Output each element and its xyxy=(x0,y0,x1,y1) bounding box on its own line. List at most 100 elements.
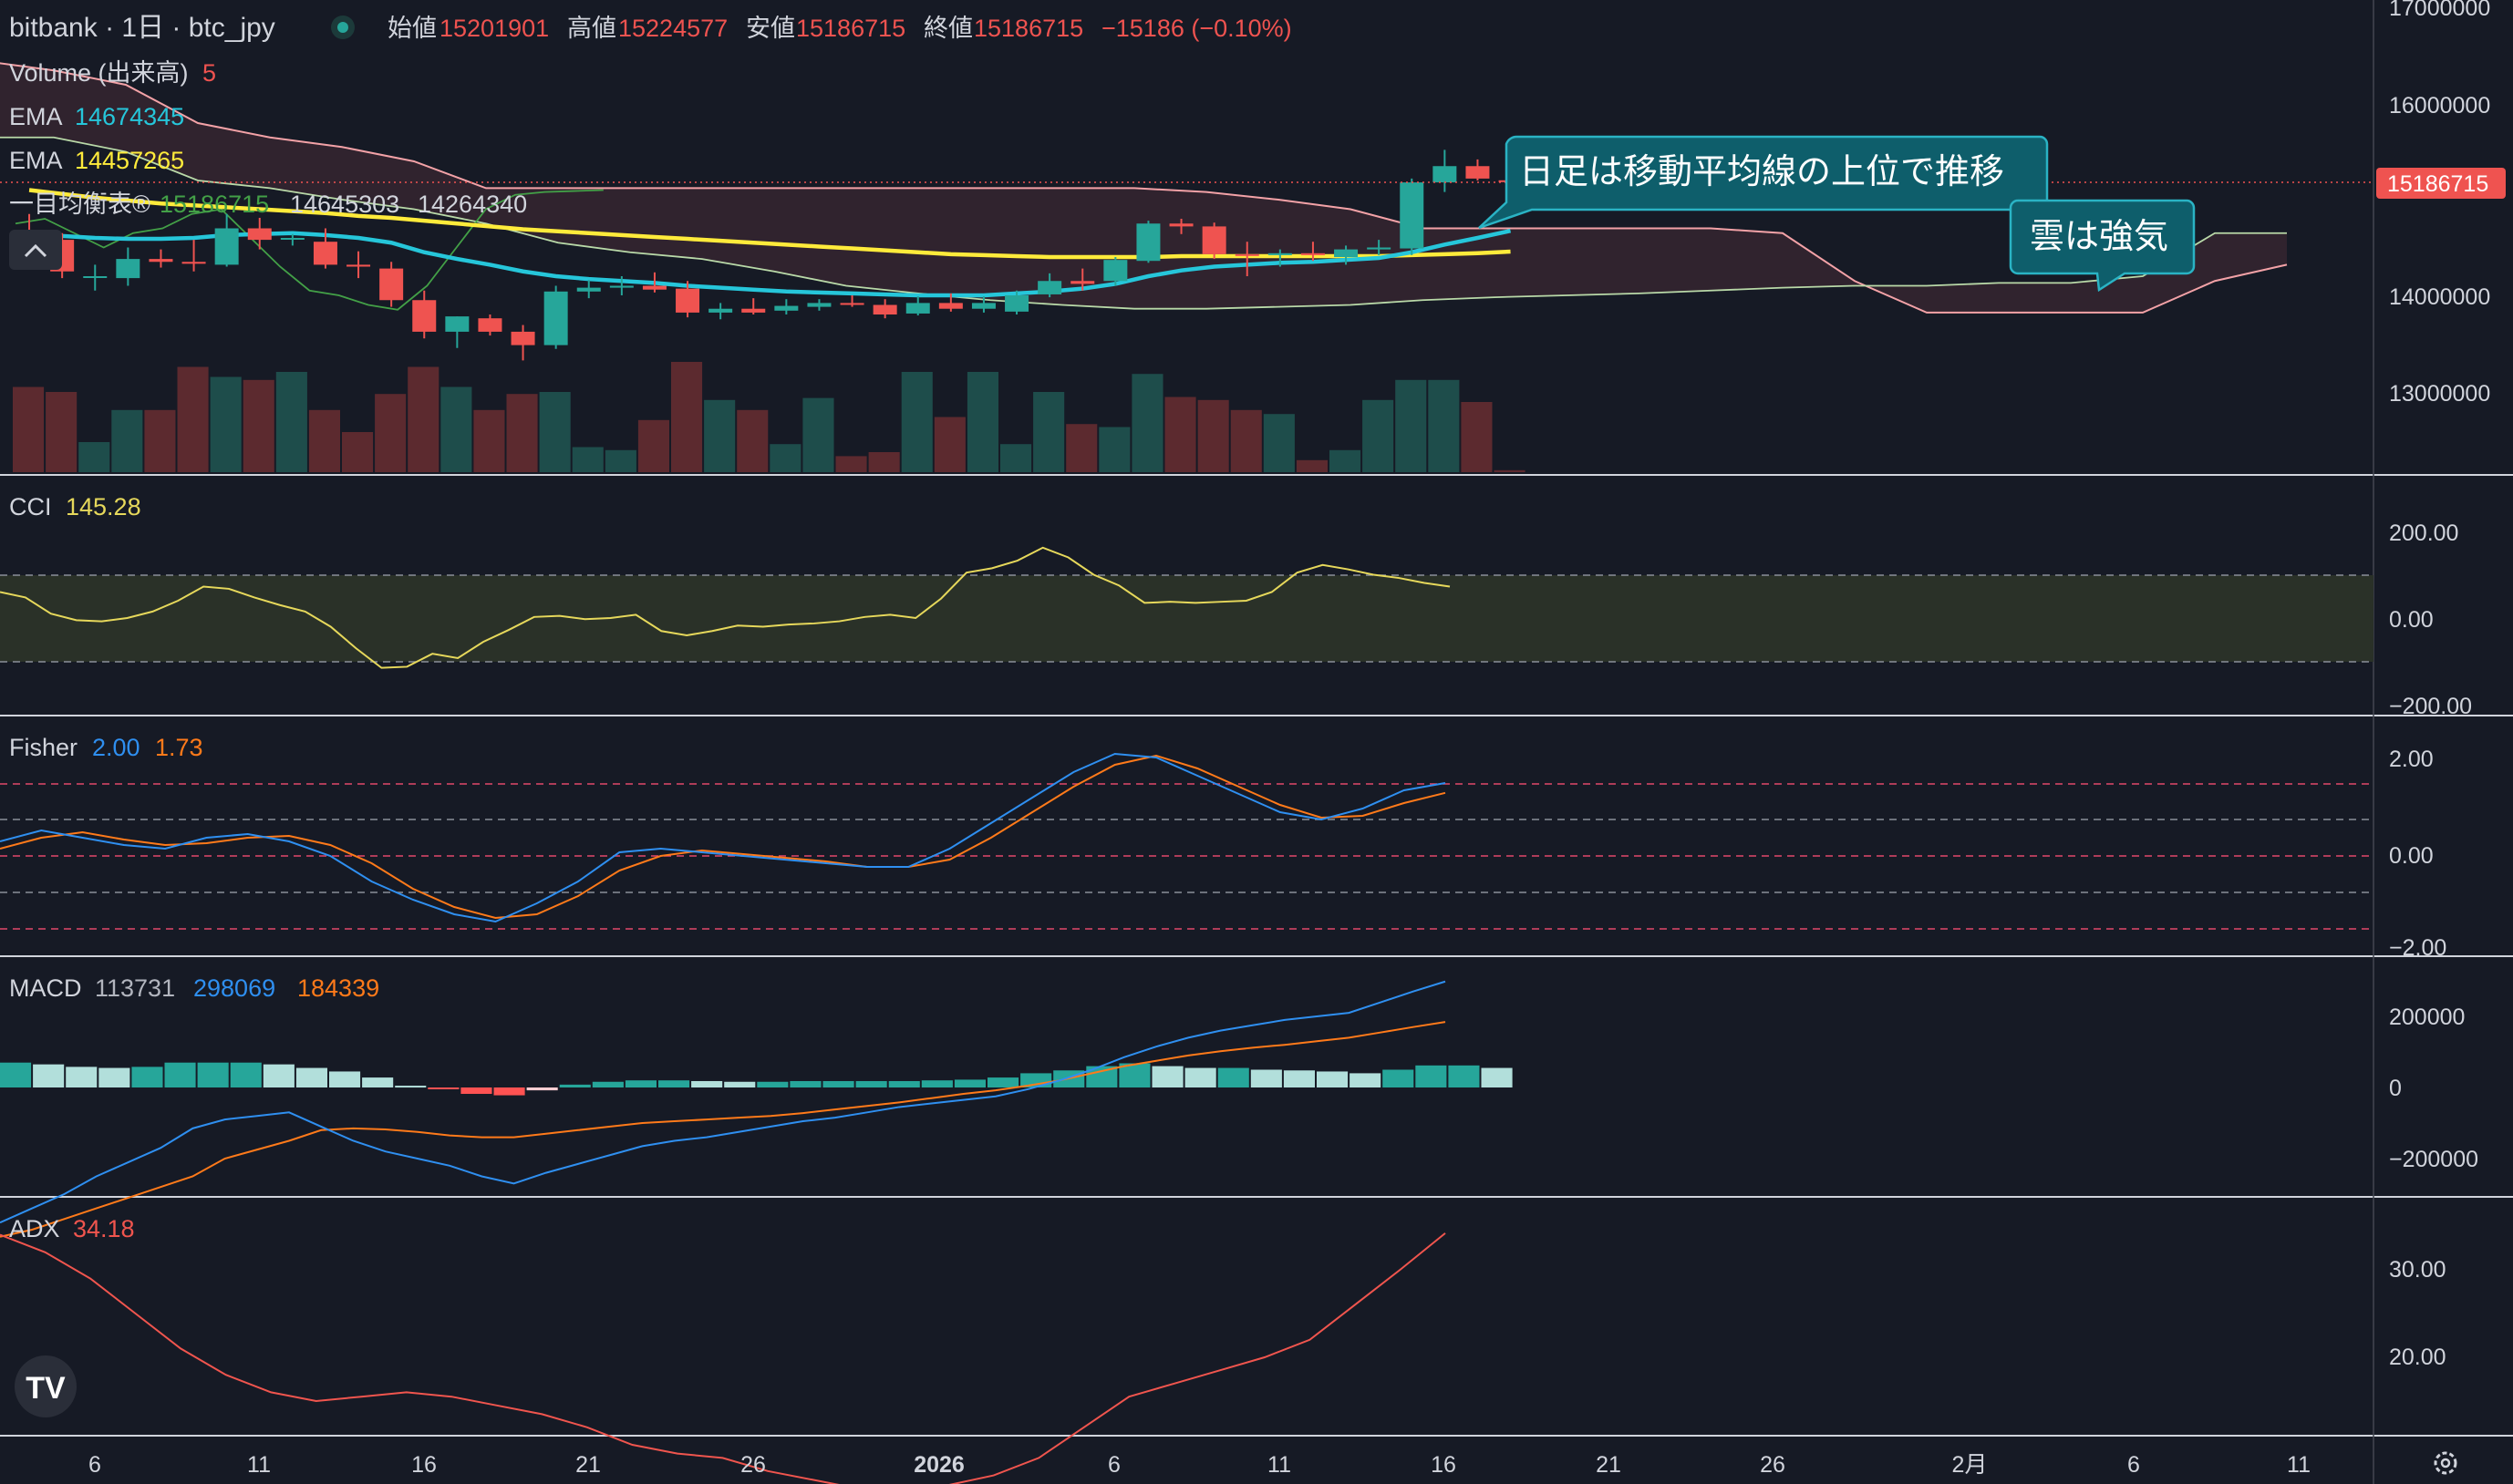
macd-histogram-bar xyxy=(362,1077,394,1087)
candle-body xyxy=(708,308,733,313)
macd-histogram-bar xyxy=(954,1079,986,1087)
macd-histogram-bar xyxy=(66,1067,98,1087)
macd-histogram-bar xyxy=(1152,1066,1184,1087)
volume-bar xyxy=(342,432,374,472)
candle-body xyxy=(313,242,337,265)
candle-body xyxy=(609,285,634,288)
macd-histogram-bar xyxy=(33,1064,65,1087)
callout-daily: 日足は移動平均線の上位で推移 xyxy=(1478,135,2049,230)
chart-settings-button[interactable] xyxy=(2434,1451,2457,1475)
adx-legend-value: 34.18 xyxy=(73,1215,135,1242)
volume-bar xyxy=(243,379,274,472)
macd-histogram-bar xyxy=(559,1084,591,1087)
volume-bar xyxy=(144,409,176,472)
macd-histogram-bar xyxy=(263,1064,295,1087)
candle-body xyxy=(1005,295,1029,312)
macd-histogram-bar xyxy=(658,1080,690,1087)
candle-body xyxy=(247,228,272,241)
ema-fast-line xyxy=(28,228,1512,298)
legend-volume-value: 5 xyxy=(202,59,216,87)
time-tick: 2月 xyxy=(1952,1452,1988,1478)
volume-bar xyxy=(1263,414,1295,472)
volume-bar xyxy=(605,449,636,472)
live-status-dot xyxy=(337,22,348,33)
price-tick: 17000000 xyxy=(2389,0,2490,21)
fisher-legend-value-1: 2.00 xyxy=(92,734,140,761)
callout-daily-text: 日足は移動平均線の上位で推移 xyxy=(1519,153,2004,191)
volume-bar xyxy=(1329,449,1361,472)
volume-bar xyxy=(835,456,867,472)
macd-legend-value-3: 184339 xyxy=(297,974,379,1002)
volume-bar xyxy=(1296,459,1328,472)
volume-bar xyxy=(210,376,242,472)
legend-ichimoku-value: 15186715 xyxy=(160,191,269,218)
candle-body xyxy=(181,262,206,264)
cci-panel xyxy=(0,546,2373,669)
cci-tick: 200.00 xyxy=(2389,520,2458,546)
time-tick: 16 xyxy=(1431,1452,1456,1478)
cci-tick: −200.00 xyxy=(2389,694,2472,719)
candle-body xyxy=(576,287,601,292)
candle-body xyxy=(774,305,799,311)
macd-histogram-bar xyxy=(988,1077,1019,1087)
time-tick: 11 xyxy=(247,1452,271,1478)
macd-line xyxy=(0,980,1446,1224)
fisher-legend-value-2: 1.73 xyxy=(155,734,203,761)
symbol-title[interactable]: bitbank · 1日 · btc_jpy xyxy=(9,13,275,43)
adx-legend-name[interactable]: ADX xyxy=(9,1215,60,1242)
ichimoku-conversion-line xyxy=(15,189,604,311)
macd-histogram-bar xyxy=(460,1087,492,1095)
volume-bar xyxy=(802,397,834,472)
candle-body xyxy=(379,268,404,301)
macd-histogram-bar xyxy=(1250,1069,1282,1087)
price-tick: 13000000 xyxy=(2389,381,2490,407)
legend-ichimoku-extra-2: 14264340 xyxy=(418,191,527,218)
volume-bar xyxy=(1461,402,1493,472)
volume-bar xyxy=(1033,392,1065,472)
volume-bar xyxy=(13,386,45,472)
candle-body xyxy=(938,303,963,309)
macd-histogram-bar xyxy=(757,1081,789,1087)
macd-histogram-bar xyxy=(230,1062,262,1087)
adx-line xyxy=(0,1232,1446,1484)
candle-body xyxy=(1465,166,1490,179)
tradingview-logo[interactable]: TV xyxy=(15,1355,77,1417)
candle-body xyxy=(1136,223,1161,262)
macd-legend-name[interactable]: MACD xyxy=(9,974,82,1002)
adx-panel xyxy=(0,1232,1446,1484)
fisher-legend-name[interactable]: Fisher xyxy=(9,734,78,761)
panel-separators xyxy=(0,474,2513,1437)
ohlc-low-label: 安値 xyxy=(746,15,795,42)
volume-bar xyxy=(1230,409,1262,472)
volume-bar xyxy=(671,362,703,472)
macd-histogram-bar xyxy=(855,1080,887,1087)
collapse-legend-button[interactable] xyxy=(9,230,62,270)
macd-histogram-bar xyxy=(691,1080,723,1087)
candle-body xyxy=(280,238,305,240)
candle-body xyxy=(1235,253,1259,256)
legend-volume-name[interactable]: Volume (出来高) xyxy=(9,59,189,87)
macd-histogram-bar xyxy=(1317,1071,1349,1087)
time-tick: 11 xyxy=(2287,1452,2311,1478)
cci-legend-name[interactable]: CCI xyxy=(9,493,52,520)
price-tick: 16000000 xyxy=(2389,93,2490,119)
volume-bar xyxy=(934,417,966,472)
volume-bar xyxy=(967,372,998,472)
legend-ichimoku-name[interactable]: 一目均衡表® xyxy=(9,191,150,218)
volume-bar xyxy=(1362,399,1394,472)
volume-bar xyxy=(1066,424,1098,472)
fisher-tick: 2.00 xyxy=(2389,747,2434,772)
time-axis[interactable]: 6 11 16 21 26 2026 6 11 16 21 26 2月 6 11 xyxy=(88,1452,2311,1478)
price-axis[interactable]: 17000000 16000000 14000000 13000000 xyxy=(2389,0,2490,407)
fisher-panel xyxy=(0,752,2373,930)
legend-ema-fast-name[interactable]: EMA xyxy=(9,103,63,130)
volume-bar xyxy=(704,399,736,472)
candle-body xyxy=(543,291,568,345)
volume-bar xyxy=(1099,427,1131,472)
candle-body xyxy=(511,331,535,345)
macd-histogram-bar xyxy=(428,1087,460,1089)
volume-bar xyxy=(1197,399,1229,472)
adx-tick: 20.00 xyxy=(2389,1345,2446,1370)
legend-ema-slow-name[interactable]: EMA xyxy=(9,147,63,174)
